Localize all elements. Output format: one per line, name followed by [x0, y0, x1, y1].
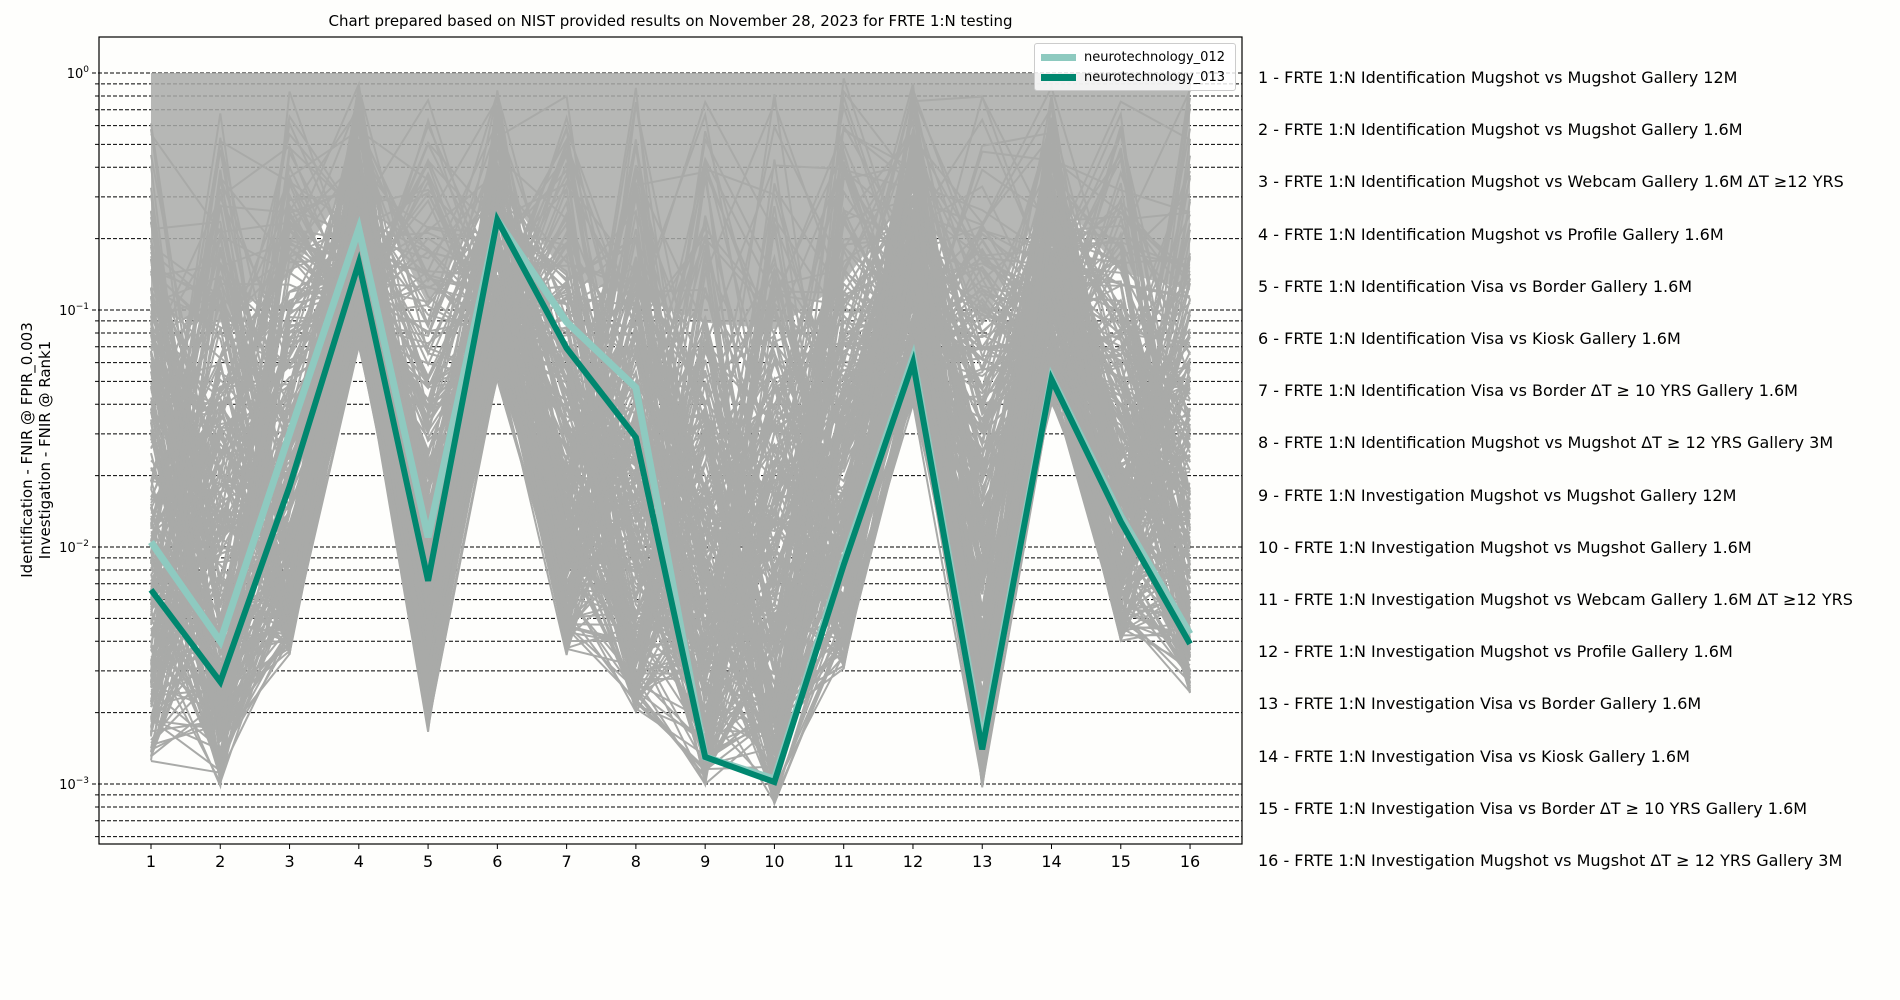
background-series-line — [150, 93, 1191, 712]
y-tick-label: 10−3 — [59, 776, 89, 793]
x-tick-label: 13 — [972, 852, 992, 871]
legend: neurotechnology_012 neurotechnology_013 — [1034, 43, 1236, 91]
x-tick-label: 10 — [764, 852, 784, 871]
background-series-envelope — [151, 73, 1191, 329]
y-tick-label: 10−2 — [59, 539, 89, 556]
category-description: 10 - FRTE 1:N Investigation Mugshot vs M… — [1258, 538, 1752, 557]
x-tick-label: 15 — [1111, 852, 1131, 871]
category-description: 3 - FRTE 1:N Identification Mugshot vs W… — [1258, 172, 1844, 191]
background-series-line — [150, 197, 1191, 770]
legend-label-012: neurotechnology_012 — [1084, 49, 1225, 65]
y-tick-label: 100 — [67, 65, 90, 82]
background-series-line — [150, 104, 1191, 687]
background-series-line — [150, 128, 1191, 670]
x-tick-label: 8 — [631, 852, 641, 871]
legend-item-012: neurotechnology_012 — [1041, 49, 1225, 65]
x-tick-label: 4 — [354, 852, 364, 871]
category-description: 1 - FRTE 1:N Identification Mugshot vs M… — [1258, 68, 1738, 87]
x-tick-label: 3 — [284, 852, 294, 871]
x-tick-label: 6 — [492, 852, 502, 871]
category-description: 4 - FRTE 1:N Identification Mugshot vs P… — [1258, 225, 1724, 244]
legend-item-013: neurotechnology_013 — [1041, 69, 1225, 85]
category-description: 11 - FRTE 1:N Investigation Mugshot vs W… — [1258, 590, 1853, 609]
x-tick-label: 11 — [834, 852, 854, 871]
category-description: 2 - FRTE 1:N Identification Mugshot vs M… — [1258, 120, 1743, 139]
background-series-lines — [150, 73, 1191, 807]
series-line-neurotechnology_013 — [148, 211, 1193, 786]
x-tick-label: 2 — [215, 852, 225, 871]
category-description: 7 - FRTE 1:N Identification Visa vs Bord… — [1258, 381, 1798, 400]
category-description: 15 - FRTE 1:N Investigation Visa vs Bord… — [1258, 799, 1808, 818]
legend-label-013: neurotechnology_013 — [1084, 69, 1225, 85]
category-description: 9 - FRTE 1:N Investigation Mugshot vs Mu… — [1258, 486, 1737, 505]
x-tick-label: 1 — [146, 852, 156, 871]
x-tick-label: 16 — [1180, 852, 1200, 871]
category-description: 12 - FRTE 1:N Investigation Mugshot vs P… — [1258, 642, 1733, 661]
category-description: 5 - FRTE 1:N Identification Visa vs Bord… — [1258, 277, 1693, 296]
y-tick-label: 10−1 — [59, 302, 89, 319]
legend-swatch-012 — [1041, 53, 1076, 61]
category-description: 8 - FRTE 1:N Identification Mugshot vs M… — [1258, 433, 1834, 452]
x-tick-label: 14 — [1041, 852, 1061, 871]
axes-frame — [98, 36, 1243, 845]
x-tick-label: 7 — [562, 852, 572, 871]
x-tick-label: 5 — [423, 852, 433, 871]
highlighted-series — [148, 211, 1194, 786]
background-series-line — [150, 123, 1191, 724]
category-description: 6 - FRTE 1:N Identification Visa vs Kios… — [1258, 329, 1681, 348]
category-description: 13 - FRTE 1:N Investigation Visa vs Bord… — [1258, 694, 1702, 713]
background-series-line — [150, 94, 1191, 711]
background-series-line — [150, 130, 1191, 689]
legend-swatch-013 — [1041, 73, 1076, 81]
category-description: 14 - FRTE 1:N Investigation Visa vs Kios… — [1258, 747, 1690, 766]
chart-title: Chart prepared based on NIST provided re… — [328, 12, 1013, 30]
category-description: 16 - FRTE 1:N Investigation Mugshot vs M… — [1258, 851, 1843, 870]
x-tick-label: 12 — [903, 852, 923, 871]
background-series-line — [150, 210, 1191, 626]
x-tick-label: 9 — [700, 852, 710, 871]
